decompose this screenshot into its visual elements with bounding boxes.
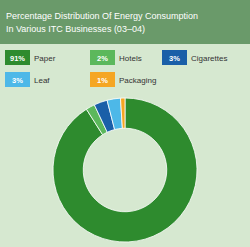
title: Percentage Distribution Of Energy Consum…: [6, 11, 198, 34]
legend-swatch: [90, 50, 115, 65]
title-line: In Various ITC Businesses (03–04): [6, 24, 145, 34]
legend-label: Packaging: [119, 76, 156, 85]
donut-slice: [120, 98, 125, 128]
legend-item: 3% Leaf: [5, 72, 50, 87]
legend-value: 1%: [97, 76, 108, 85]
legend-item: 1% Packaging: [90, 72, 156, 87]
legend-swatch: [162, 50, 187, 65]
legend-label: Hotels: [119, 54, 142, 63]
background: [0, 0, 250, 247]
legend-swatch: [90, 72, 115, 87]
legend-item: 3% Cigarettes: [162, 50, 227, 65]
legend-label: Leaf: [34, 76, 50, 85]
legend-item: 91% Paper: [5, 50, 56, 65]
legend-value: 91%: [10, 54, 25, 63]
legend-value: 3%: [169, 54, 180, 63]
legend-item: 2% Hotels: [90, 50, 142, 65]
legend-swatch: [5, 50, 30, 65]
legend-swatch: [5, 72, 30, 87]
donut-slice: [53, 98, 197, 242]
legend: 91% Paper 2% Hotels 3% Cigarettes 3% Leaf 1% Pack…: [5, 50, 227, 87]
title-line: Percentage Distribution Of Energy Consum…: [6, 11, 198, 21]
title-band: [0, 0, 250, 44]
legend-label: Paper: [34, 54, 56, 63]
legend-label: Cigarettes: [191, 54, 227, 63]
chart: Percentage Distribution Of Energy Consum…: [0, 0, 250, 247]
donut-slice: [107, 98, 122, 129]
legend-value: 2%: [97, 54, 108, 63]
legend-value: 3%: [12, 76, 23, 85]
donut: [53, 98, 197, 242]
